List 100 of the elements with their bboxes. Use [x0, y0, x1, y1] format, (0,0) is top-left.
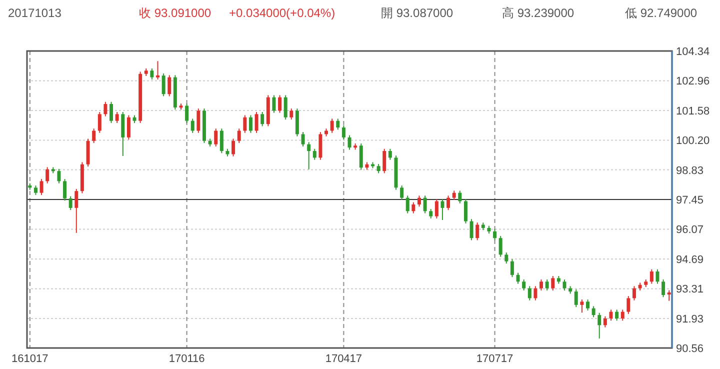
candlestick — [248, 114, 252, 134]
candlestick — [104, 101, 108, 117]
candlestick — [359, 142, 363, 170]
candlestick — [190, 118, 194, 134]
candlestick — [516, 272, 520, 284]
y-tick-label: 97.45 — [676, 194, 704, 206]
candlestick — [528, 286, 532, 301]
text: 收 93.091000 — [139, 6, 212, 20]
y-tick-label: 100.20 — [676, 135, 710, 148]
candlestick — [412, 202, 416, 214]
candlestick — [632, 286, 636, 301]
candlestick — [342, 124, 346, 140]
candlestick — [434, 198, 438, 219]
candlestick — [609, 309, 613, 322]
candlestick — [423, 195, 427, 214]
candlestick — [662, 278, 666, 298]
candlestick — [446, 195, 450, 211]
candlestick — [650, 268, 654, 284]
candlestick — [510, 258, 514, 278]
candlestick — [429, 208, 433, 219]
candlestick — [580, 299, 584, 314]
candlestick — [336, 118, 340, 130]
candlestick — [220, 128, 224, 154]
x-tick-label: 170717 — [476, 353, 514, 365]
y-tick-label: 90.56 — [676, 343, 704, 355]
candlestick — [63, 178, 67, 202]
text: 開 93.087000 — [381, 6, 454, 20]
candlestick — [562, 278, 566, 291]
candlestick — [34, 184, 38, 196]
candlestick — [440, 198, 444, 220]
candlestick — [470, 218, 474, 241]
candlestick — [586, 299, 590, 311]
x-tick-label: 170116 — [168, 353, 205, 365]
candlestick — [74, 188, 78, 234]
candlestick — [574, 288, 578, 308]
candlestick — [540, 278, 543, 291]
candlestick — [57, 168, 61, 184]
candlestick — [656, 268, 660, 284]
y-tick-label: 96.07 — [676, 224, 704, 236]
candlestick — [168, 74, 172, 97]
candlestick — [185, 103, 189, 124]
candlestick — [46, 166, 50, 184]
candlestick — [388, 148, 392, 160]
candlestick — [196, 108, 200, 134]
candlestick — [272, 94, 276, 114]
x-tick-label: 161017 — [12, 353, 48, 365]
candlestick — [464, 198, 468, 224]
candlestick — [382, 148, 386, 174]
y-tick-label: 93.31 — [676, 284, 704, 296]
candlestick — [592, 306, 596, 318]
text: 20171013 — [8, 6, 62, 20]
y-tick-label: 101.58 — [676, 105, 710, 118]
candlestick — [278, 94, 282, 114]
x-tick-label: 170417 — [325, 353, 362, 365]
candlestick — [330, 118, 334, 134]
candlestick — [406, 195, 410, 214]
y-tick-label: 104.34 — [676, 46, 710, 58]
candlestick — [667, 290, 671, 302]
candlestick — [295, 108, 299, 137]
candlestick — [603, 316, 607, 328]
candlestick — [232, 138, 236, 157]
candlestick — [417, 195, 421, 208]
candlestick — [504, 252, 508, 264]
candlestick — [290, 108, 294, 120]
candlestick — [400, 184, 404, 200]
candlestick — [237, 128, 241, 144]
candlestick — [493, 228, 497, 241]
text: +0.034000(+0.04%) — [229, 6, 336, 20]
candlestick — [254, 111, 258, 134]
candlestick — [150, 68, 154, 80]
candlestick — [534, 286, 538, 301]
candlestick — [40, 178, 44, 196]
text: 高 93.239000 — [502, 6, 574, 20]
candlestick — [284, 94, 288, 120]
candlestick — [121, 111, 125, 156]
candlestick — [301, 132, 305, 147]
candlestick — [68, 196, 72, 211]
candlestick — [476, 222, 480, 241]
candlestick — [615, 309, 619, 322]
candlestick — [620, 309, 624, 322]
candlestick — [243, 114, 247, 134]
candlestick — [318, 132, 322, 160]
y-tick-label: 98.83 — [676, 164, 704, 177]
candlestick — [115, 111, 119, 124]
candlestick — [312, 148, 316, 160]
y-tick-label: 91.93 — [676, 313, 704, 326]
candlestick — [452, 190, 456, 200]
candlestick — [126, 114, 130, 140]
candlestick — [626, 296, 630, 314]
candlestick — [498, 235, 502, 258]
candlestick — [376, 163, 380, 174]
candlestick — [162, 72, 166, 97]
candlestick — [260, 111, 264, 127]
candlestick — [214, 128, 218, 147]
candlestick — [86, 138, 90, 168]
candlestick — [522, 278, 526, 291]
text: 低 92.749000 — [625, 6, 698, 20]
candlestick — [545, 278, 549, 291]
candlestick — [307, 142, 311, 170]
candlestick — [98, 111, 102, 134]
